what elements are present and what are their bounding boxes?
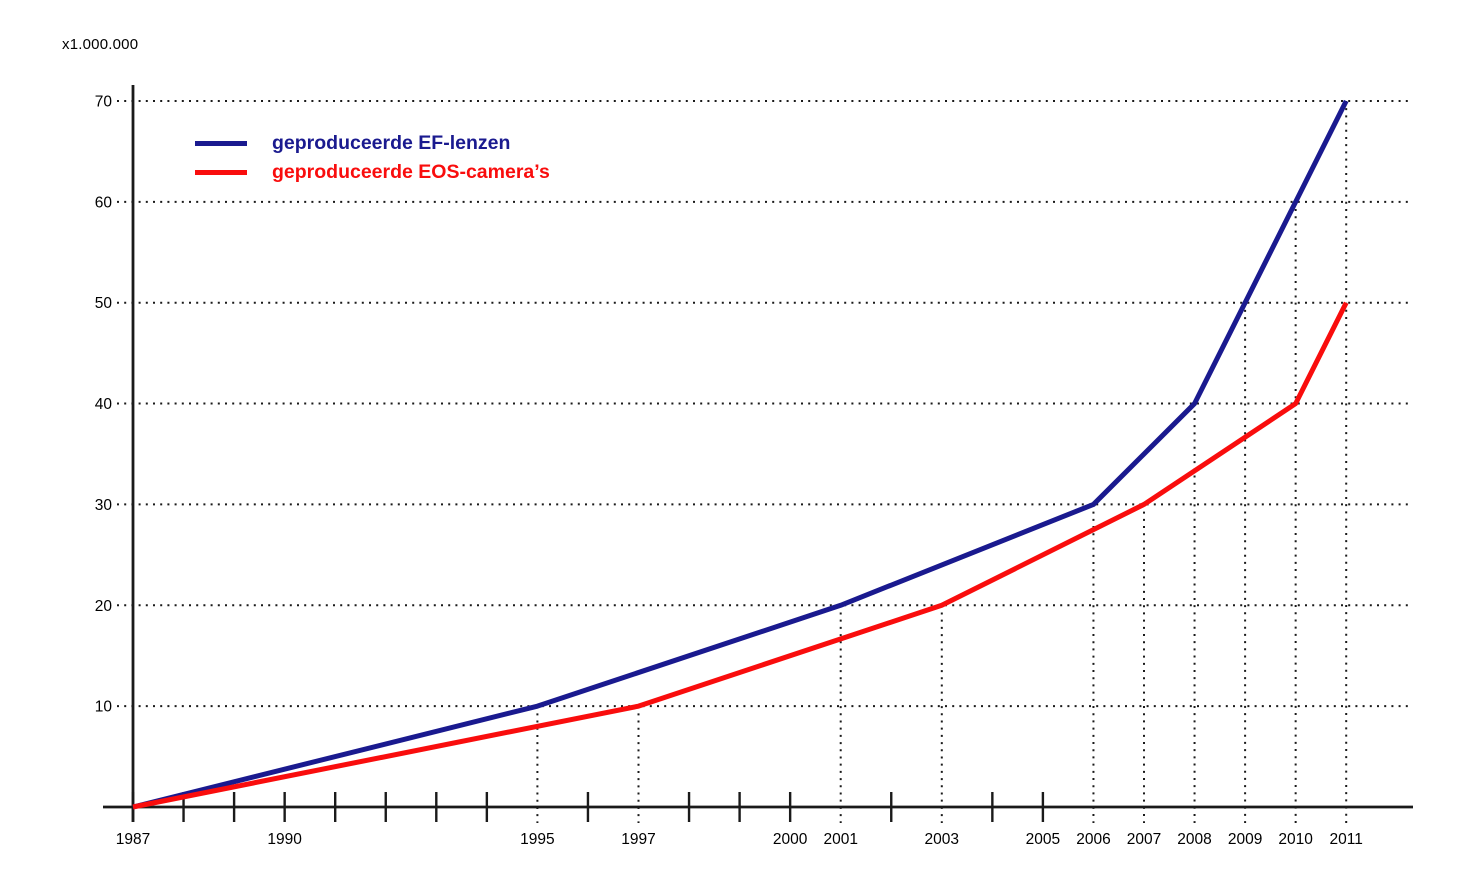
x-tick-label: 2011 bbox=[1330, 831, 1363, 848]
y-tick-label: 40 bbox=[95, 396, 113, 413]
legend: geproduceerde EF-lenzen geproduceerde EO… bbox=[195, 129, 550, 187]
x-tick-label: 2006 bbox=[1076, 831, 1110, 848]
legend-label-eos-cameras: geproduceerde EOS-camera’s bbox=[272, 161, 550, 183]
x-tick-label: 1995 bbox=[520, 831, 554, 848]
x-tick-label: 1987 bbox=[116, 831, 150, 848]
legend-item-ef-lenzen: geproduceerde EF-lenzen bbox=[195, 129, 550, 158]
legend-label-ef-lenzen: geproduceerde EF-lenzen bbox=[272, 132, 511, 154]
x-tick-label: 2008 bbox=[1177, 831, 1211, 848]
x-tick-label: 2003 bbox=[925, 831, 959, 848]
x-tick-label: 2007 bbox=[1127, 831, 1161, 848]
legend-item-eos-cameras: geproduceerde EOS-camera’s bbox=[195, 158, 550, 187]
x-tick-label: 2010 bbox=[1278, 831, 1313, 848]
x-tick-label: 2001 bbox=[823, 831, 857, 848]
y-tick-label: 60 bbox=[95, 194, 113, 211]
y-tick-label: 70 bbox=[95, 93, 113, 110]
x-tick-label: 2000 bbox=[773, 831, 808, 848]
x-tick-label: 1990 bbox=[267, 831, 302, 848]
legend-line-swatch-red bbox=[195, 170, 247, 175]
y-tick-label: 10 bbox=[95, 699, 113, 716]
y-tick-label: 30 bbox=[95, 497, 113, 514]
y-tick-label: 20 bbox=[95, 598, 113, 615]
series-line-1 bbox=[132, 301, 1349, 810]
x-tick-label: 1997 bbox=[621, 831, 655, 848]
legend-line-swatch-blue bbox=[195, 141, 247, 146]
y-axis-unit-label: x1.000.000 bbox=[62, 36, 139, 53]
x-tick-label: 2005 bbox=[1026, 831, 1060, 848]
x-tick-label: 2009 bbox=[1228, 831, 1262, 848]
series-line-0 bbox=[132, 99, 1349, 810]
y-tick-label: 50 bbox=[95, 295, 113, 312]
